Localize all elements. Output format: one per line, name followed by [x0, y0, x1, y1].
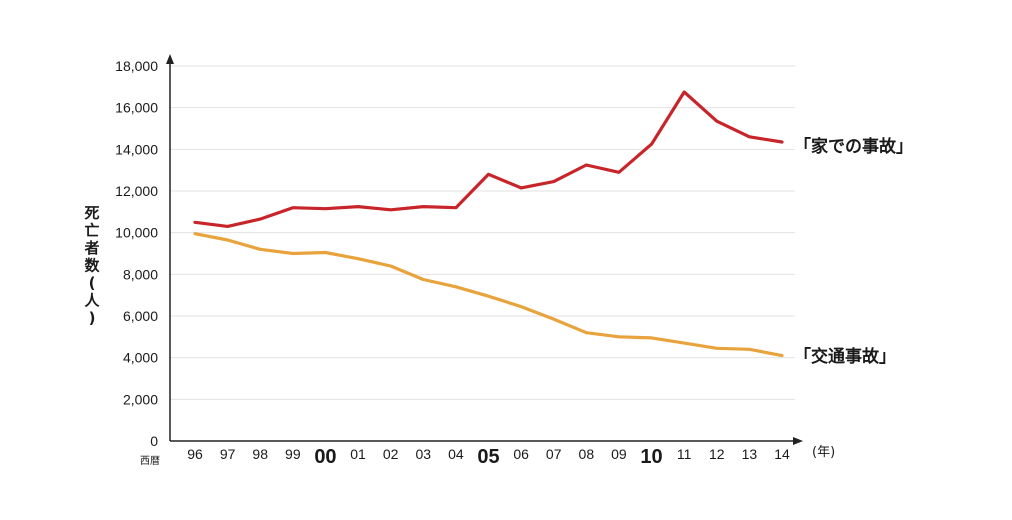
axes	[166, 54, 803, 445]
x-tick-label: 12	[709, 446, 725, 462]
x-tick-label: 10	[640, 446, 662, 468]
series-line-0	[193, 90, 784, 228]
x-tick-label: 09	[611, 446, 627, 462]
y-tick-label: 14,000	[115, 141, 158, 157]
x-tick-label: 08	[579, 446, 595, 462]
y-tick-label: 0	[150, 433, 158, 449]
y-tick-label: 12,000	[115, 183, 158, 199]
y-tick-labels: 0 2,000 4,000 6,000 8,000 10,000 12,000 14,000 1…	[115, 58, 158, 449]
series-label-home-accidents: 「家での事故」	[794, 136, 913, 157]
x-tick-label: 97	[220, 446, 236, 462]
x-tick-label: 96	[187, 446, 203, 462]
y-axis-label: 死亡者数(人)	[84, 204, 100, 327]
series-line-1	[193, 232, 784, 358]
y-tick-label: 6,000	[123, 308, 158, 324]
y-tick-label: 2,000	[123, 391, 158, 407]
y-tick-label: 16,000	[115, 100, 158, 116]
x-axis-arrow	[793, 437, 803, 445]
x-tick-label: 14	[774, 446, 790, 462]
y-axis-arrow	[166, 54, 174, 64]
x-tick-label: 05	[477, 446, 499, 468]
series-lines	[193, 90, 784, 358]
x-tick-label: 02	[383, 446, 399, 462]
x-tick-label: 03	[415, 446, 431, 462]
x-prefix-label: 西暦	[140, 455, 160, 467]
gridlines	[170, 65, 795, 400]
x-tick-label: 99	[285, 446, 301, 462]
x-tick-label: 06	[513, 446, 529, 462]
series-label-traffic-accidents: 「交通事故」	[794, 346, 896, 367]
y-tick-label: 4,000	[123, 350, 158, 366]
x-tick-label: 01	[350, 446, 366, 462]
x-tick-label: 07	[546, 446, 562, 462]
y-tick-label: 10,000	[115, 225, 158, 241]
x-tick-label: 04	[448, 446, 464, 462]
x-tick-label: 13	[742, 446, 758, 462]
y-tick-label: 8,000	[123, 266, 158, 282]
x-tick-labels: 96 97 98 99 00 01 02 03 04 05 06 07 08 09 10 11 12 13 14	[187, 446, 790, 468]
x-unit-label: (年)	[812, 445, 835, 460]
x-tick-label: 11	[677, 446, 692, 462]
x-tick-label: 00	[314, 446, 336, 468]
y-tick-label: 18,000	[115, 58, 158, 74]
x-tick-label: 98	[252, 446, 268, 462]
